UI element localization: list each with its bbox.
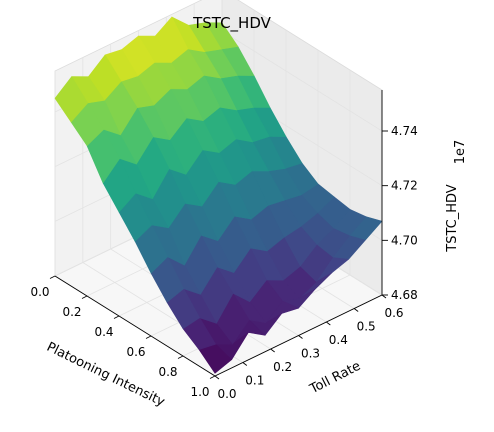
y-tick-mark — [270, 348, 275, 353]
x-tick-mark — [49, 275, 56, 279]
y-axis-label: Toll Rate — [307, 359, 364, 398]
x-tick-label: 0.2 — [62, 305, 81, 319]
y-tick-label: 0.3 — [301, 347, 320, 361]
y-tick-label: 0.2 — [273, 360, 292, 374]
tick-labels: 0.0 0.2 0.4 0.6 0.8 1.0 0.0 0.1 0.2 0.3 0.4 0.5 0.6 4… — [30, 124, 417, 401]
x-tick-label: 1.0 — [190, 385, 209, 399]
z-tick-label: 4.74 — [391, 124, 418, 138]
y-tick-label: 0.4 — [329, 333, 348, 347]
x-tick-label: 0.4 — [94, 325, 113, 339]
surface-mesh — [54, 16, 383, 374]
y-tick-label: 0.5 — [357, 320, 376, 334]
x-tick-label: 0.0 — [30, 285, 49, 299]
x-tick-mark — [177, 355, 184, 359]
y-tick-mark — [242, 362, 248, 366]
y-tick-label: 0.0 — [217, 387, 236, 401]
grid-z-side — [221, 30, 383, 132]
y-tick-label: 0.6 — [384, 306, 403, 320]
x-tick-label: 0.6 — [126, 345, 145, 359]
x-tick-mark — [113, 315, 120, 319]
chart-title: TSTC_HDV — [192, 14, 272, 33]
surface-patch — [54, 76, 88, 123]
x-tick-label: 0.8 — [158, 365, 177, 379]
y-tick-mark — [381, 294, 387, 299]
z-tick-label: 4.72 — [391, 179, 418, 193]
y-tick-mark — [214, 375, 220, 380]
y-tick-mark — [326, 321, 331, 326]
z-tick-label: 4.70 — [391, 233, 418, 247]
x-tick-mark — [209, 375, 216, 379]
y-tick-mark — [298, 335, 303, 339]
x-axis-line — [54, 275, 216, 377]
y-tick-label: 0.1 — [245, 374, 264, 388]
x-axis-label: Platooning Intensity — [44, 340, 167, 410]
x-tick-mark — [81, 295, 88, 299]
z-tick-label: 4.68 — [391, 288, 418, 302]
x-tick-mark — [145, 335, 152, 339]
y-tick-mark — [353, 308, 359, 312]
z-axis-label: TSTC_HDV — [445, 184, 460, 253]
z-offset-label: 1e7 — [453, 140, 468, 165]
